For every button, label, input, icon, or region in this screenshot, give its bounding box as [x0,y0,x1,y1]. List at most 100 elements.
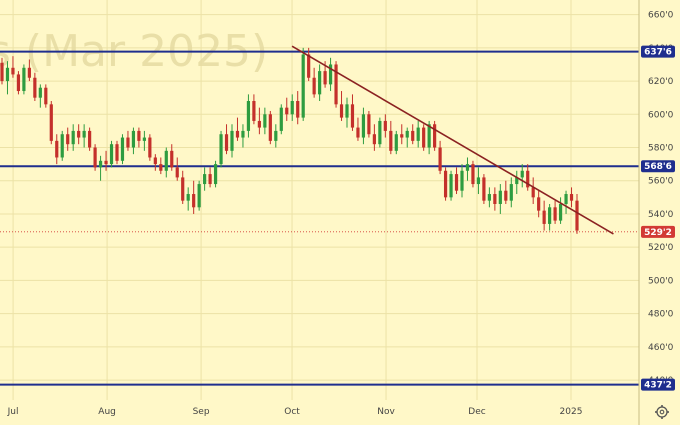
candle [465,157,470,181]
candle-body [460,170,464,191]
candle [38,84,42,108]
candle [449,170,453,201]
candle-body [498,190,502,204]
candle-body [98,160,103,168]
candle-body [241,130,245,138]
candle [394,130,398,155]
candle-body [548,207,552,224]
candle-body [454,174,459,191]
candle [263,107,267,135]
candle-body [120,137,125,161]
candle-body [339,104,344,118]
price-badges: 637'6 568'6 437'2 529'2 [641,45,675,391]
candle-body [5,67,10,82]
candle [476,167,481,195]
candle [405,127,409,148]
candle-body [257,120,261,128]
candle-body [22,67,26,92]
candle-body [93,147,97,168]
last-price-badge: 529'2 [641,225,675,238]
level-badge-label: 637'6 [644,48,672,58]
candle [575,194,579,234]
candle-body [345,104,349,118]
candles-group [0,47,579,234]
candle-body [16,74,21,92]
candle [175,157,179,181]
candle-body [203,174,207,185]
candle [411,124,415,145]
candle [301,47,305,121]
candle [339,91,344,121]
candle-body [44,87,48,105]
candle [537,190,541,218]
candle [268,110,272,145]
candle [383,114,387,138]
candle [372,124,376,151]
candle [33,72,37,102]
candle [186,187,190,211]
candle [520,164,524,188]
candle-body [575,200,579,231]
grid-lines [0,0,639,400]
candle [115,140,119,165]
candle [471,160,475,188]
candle-body [372,134,376,145]
candle-body [558,203,563,221]
candle [170,144,174,171]
candle [350,94,355,131]
candle-body [126,137,130,148]
candle-body [263,114,267,128]
candle [208,167,212,188]
candle-body [33,77,37,98]
candle-body [49,104,53,141]
candle-body [82,130,86,138]
candle-body [175,167,179,178]
candle [93,144,97,171]
level-badge-bg [641,378,675,391]
candle-body [235,130,240,138]
candle [230,124,234,158]
candle [159,157,163,175]
candle [142,130,146,151]
candle [27,59,31,82]
candle [389,120,393,155]
candle-body [569,194,574,201]
candle-body [487,194,491,201]
gear-icon[interactable] [655,405,669,419]
candle [11,56,15,78]
candle [498,184,502,214]
candle-body [88,130,92,148]
candle-body [60,134,64,158]
candle-body [509,184,513,201]
price-tick-label: 580'0 [648,144,674,154]
candle [356,117,360,141]
candle [77,124,81,145]
candle [49,101,53,145]
candle [126,130,130,151]
candle [416,120,420,148]
candle [504,180,508,204]
candle-body [301,54,305,118]
candle-body [520,170,524,178]
candle [569,187,574,208]
candle-body [405,130,409,138]
candle [219,130,223,168]
price-axis[interactable]: 660'0640'0620'0600'0580'0560'0540'0520'0… [648,11,674,386]
candle-body [553,207,557,221]
trend-line[interactable] [291,45,614,235]
candle [224,124,229,155]
time-tick-label: Jul [7,407,19,417]
candle [153,154,157,171]
candle [197,180,201,211]
candle-body [213,164,218,185]
time-axis[interactable]: Jul Aug Sep Oct Nov Dec 2025 [7,407,583,417]
candle [312,67,316,98]
candle [443,167,448,201]
candle [131,127,136,155]
last-price-badge-label: 529'2 [644,228,672,238]
candle-body [411,130,415,141]
candle-body [170,150,174,168]
candle-body [515,177,519,185]
candle-body [77,130,81,138]
